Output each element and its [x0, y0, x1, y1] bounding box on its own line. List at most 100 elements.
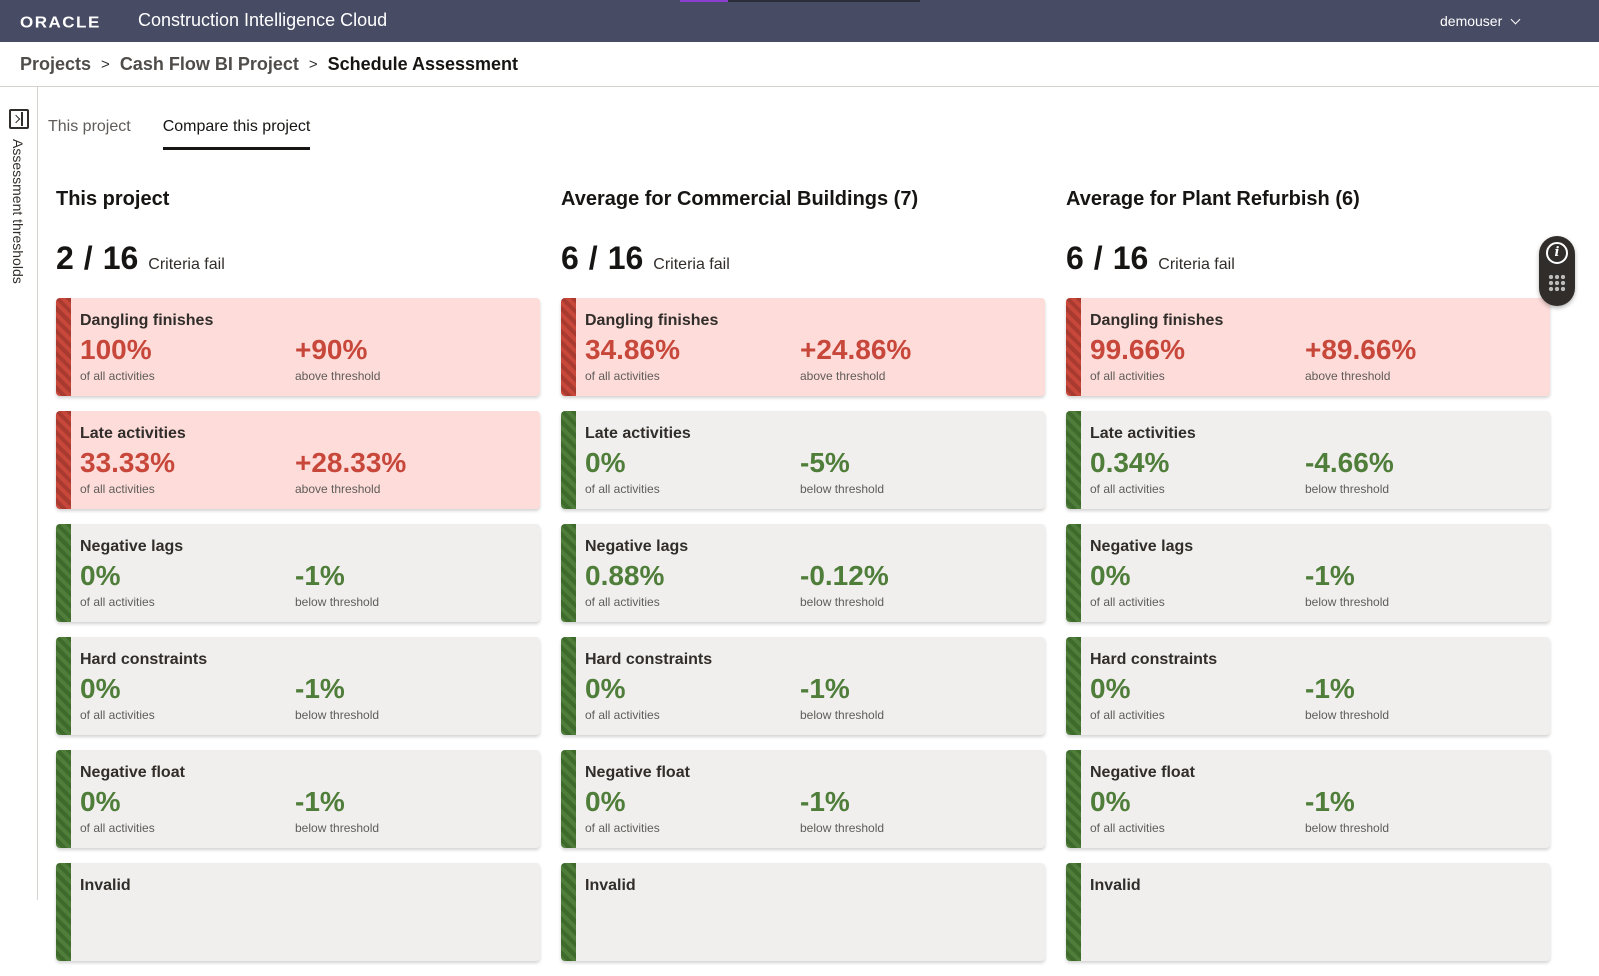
threshold-delta: -1% [295, 560, 345, 591]
criteria-name: Invalid [1090, 877, 1141, 894]
criteria-value-caption: of all activities [1090, 708, 1165, 722]
criteria-value-caption: of all activities [1090, 482, 1165, 496]
criteria-card[interactable]: Dangling finishes 34.86% of all activiti… [561, 298, 1045, 396]
criteria-cards: Dangling finishes 100% of all activities… [56, 298, 540, 961]
summary-slash: / [83, 240, 93, 276]
criteria-card[interactable]: Negative lags 0% of all activities -1% b… [56, 524, 540, 622]
tab-bar: This project Compare this project [48, 118, 311, 150]
criteria-name: Negative lags [1090, 538, 1194, 555]
comparison-column: This project 2 / 16 Criteria fail Dangli… [56, 188, 540, 976]
status-bar [1066, 863, 1081, 961]
criteria-name: Negative float [585, 764, 690, 781]
assessment-thresholds-toggle[interactable]: Assessment thresholds [10, 139, 26, 284]
criteria-name: Dangling finishes [1090, 312, 1224, 329]
criteria-name: Negative float [80, 764, 185, 781]
criteria-card[interactable]: Negative float 0% of all activities -1% … [1066, 750, 1550, 848]
criteria-name: Negative lags [80, 538, 184, 555]
status-bar [1066, 524, 1081, 622]
criteria-card[interactable]: Negative lags 0% of all activities -1% b… [1066, 524, 1550, 622]
threshold-delta: -1% [800, 673, 850, 704]
user-menu[interactable]: demouser [1440, 13, 1521, 29]
criteria-card[interactable]: Late activities 0% of all activities -5%… [561, 411, 1045, 509]
threshold-delta: -1% [295, 673, 345, 704]
criteria-name: Late activities [585, 425, 691, 442]
criteria-name: Hard constraints [1090, 651, 1218, 668]
threshold-delta-caption: below threshold [295, 708, 380, 722]
threshold-delta-caption: below threshold [1305, 708, 1390, 722]
criteria-card[interactable]: Invalid [561, 863, 1045, 961]
threshold-delta-caption: below threshold [1305, 821, 1390, 835]
criteria-cards: Dangling finishes 34.86% of all activiti… [561, 298, 1045, 961]
criteria-value: 0% [80, 560, 121, 591]
tab-this-project[interactable]: This project [48, 118, 131, 135]
criteria-name: Negative float [1090, 764, 1195, 781]
criteria-value: 0% [585, 447, 626, 478]
criteria-card[interactable]: Late activities 0.34% of all activities … [1066, 411, 1550, 509]
criteria-card[interactable]: Negative lags 0.88% of all activities -0… [561, 524, 1045, 622]
status-bar [56, 750, 71, 848]
threshold-delta: -0.12% [800, 560, 889, 591]
summary-slash: / [588, 240, 598, 276]
column-title: This project [56, 188, 170, 210]
breadcrumb-current: Schedule Assessment [327, 53, 519, 74]
apps-grid-icon[interactable] [1548, 274, 1566, 292]
breadcrumb-projects[interactable]: Projects [20, 53, 92, 74]
fail-count: 2 [56, 240, 74, 276]
oracle-logo[interactable]: ORACLE [20, 14, 101, 32]
criteria-value: 0% [80, 673, 121, 704]
breadcrumb-project[interactable]: Cash Flow BI Project [119, 53, 299, 74]
criteria-fail-label: Criteria fail [148, 256, 225, 273]
criteria-card[interactable]: Negative float 0% of all activities -1% … [561, 750, 1045, 848]
criteria-value: 0% [1090, 560, 1131, 591]
criteria-summary: 6 / 16 Criteria fail [1066, 240, 1550, 278]
expand-panel-icon[interactable] [9, 109, 29, 129]
status-bar [56, 298, 71, 396]
tab-compare-this-project[interactable]: Compare this project [162, 118, 311, 150]
criteria-value-caption: of all activities [80, 369, 155, 383]
status-bar [1066, 411, 1081, 509]
criteria-fail-label: Criteria fail [653, 256, 730, 273]
criteria-card[interactable]: Dangling finishes 99.66% of all activiti… [1066, 298, 1550, 396]
status-bar [561, 637, 576, 735]
comparison-column: Average for Commercial Buildings (7) 6 /… [561, 188, 1045, 976]
criteria-card[interactable]: Dangling finishes 100% of all activities… [56, 298, 540, 396]
threshold-delta-caption: below threshold [800, 595, 885, 609]
info-icon[interactable]: i [1546, 242, 1568, 264]
threshold-delta-caption: below threshold [800, 708, 885, 722]
criteria-name: Negative lags [585, 538, 689, 555]
criteria-card[interactable]: Invalid [1066, 863, 1550, 961]
comparison-column: Average for Plant Refurbish (6) 6 / 16 C… [1066, 188, 1550, 976]
status-bar [1066, 750, 1081, 848]
status-bar [56, 863, 71, 961]
criteria-value: 0.88% [585, 560, 665, 591]
threshold-delta-caption: below threshold [295, 821, 380, 835]
threshold-delta: -1% [800, 786, 850, 817]
total-count: 16 [607, 240, 644, 276]
criteria-value-caption: of all activities [1090, 369, 1165, 383]
criteria-card[interactable]: Hard constraints 0% of all activities -1… [561, 637, 1045, 735]
column-title: Average for Plant Refurbish (6) [1066, 188, 1360, 210]
status-bar [56, 637, 71, 735]
criteria-value-caption: of all activities [585, 482, 660, 496]
criteria-value-caption: of all activities [585, 595, 660, 609]
criteria-summary: 2 / 16 Criteria fail [56, 240, 540, 278]
criteria-card[interactable]: Hard constraints 0% of all activities -1… [56, 637, 540, 735]
threshold-delta-caption: below threshold [295, 595, 380, 609]
criteria-value-caption: of all activities [80, 595, 155, 609]
criteria-name: Late activities [80, 425, 186, 442]
criteria-value: 0% [1090, 673, 1131, 704]
threshold-delta: +90% [295, 334, 368, 365]
criteria-value: 0% [1090, 786, 1131, 817]
threshold-delta-caption: above threshold [295, 482, 381, 496]
status-bar [1066, 298, 1081, 396]
criteria-value: 0% [585, 786, 626, 817]
criteria-card[interactable]: Late activities 33.33% of all activities… [56, 411, 540, 509]
criteria-card[interactable]: Negative float 0% of all activities -1% … [56, 750, 540, 848]
threshold-delta-caption: below threshold [800, 821, 885, 835]
fail-count: 6 [1066, 240, 1084, 276]
criteria-value-caption: of all activities [585, 821, 660, 835]
criteria-card[interactable]: Hard constraints 0% of all activities -1… [1066, 637, 1550, 735]
criteria-name: Invalid [80, 877, 131, 894]
loading-indicator [680, 0, 920, 2]
criteria-card[interactable]: Invalid [56, 863, 540, 961]
